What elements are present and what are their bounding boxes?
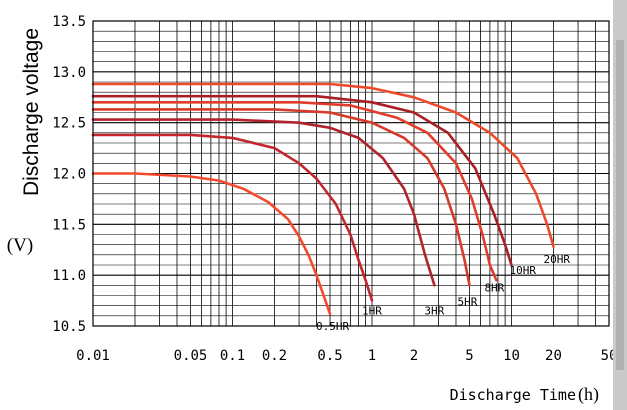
- y-axis-unit: (V): [7, 235, 33, 256]
- series-line: [91, 133, 374, 302]
- y-axis-title: Discharge voltage: [20, 28, 43, 196]
- series-label: 10HR: [509, 264, 536, 277]
- series-label: 5HR: [458, 296, 478, 309]
- y-tick-label: 12.0: [52, 167, 86, 183]
- x-tick-label: 0.5: [317, 348, 342, 364]
- vertical-scrollbar[interactable]: [613, 0, 627, 410]
- y-tick-label: 11.0: [52, 268, 86, 284]
- y-tick-label: 13.0: [52, 65, 86, 81]
- x-axis-title: Discharge Time: [450, 386, 576, 404]
- series-label: 3HR: [424, 305, 444, 318]
- series-label: 1HR: [362, 305, 382, 318]
- chart-series: [91, 82, 555, 316]
- x-tick-label: 2: [410, 348, 418, 364]
- x-axis-unit: (h): [578, 384, 599, 405]
- scrollbar-thumb[interactable]: [616, 40, 624, 370]
- x-tick-label: 0.2: [262, 348, 287, 364]
- series-line: [91, 101, 498, 282]
- x-tick-label: 0.05: [174, 348, 208, 364]
- chart-grid: [92, 20, 610, 327]
- y-tick-label: 11.5: [52, 217, 86, 233]
- x-tick-label: 0.01: [76, 348, 110, 364]
- y-tick-label: 10.5: [52, 319, 86, 335]
- y-tick-label: 13.5: [52, 14, 86, 30]
- series-line: [91, 94, 513, 267]
- x-tick-label: 50: [601, 348, 613, 364]
- plot-frame: [92, 20, 610, 327]
- y-tick-label: 12.5: [52, 116, 86, 132]
- series-label: 8HR: [484, 281, 504, 294]
- series-line: [91, 108, 471, 287]
- x-tick-label: 20: [545, 348, 562, 364]
- series-label: 20HR: [543, 253, 570, 266]
- x-tick-label: 5: [465, 348, 473, 364]
- x-tick-label: 0.1: [220, 348, 245, 364]
- series-line: [91, 172, 332, 316]
- x-tick-label: 10: [503, 348, 520, 364]
- series-line: [91, 118, 436, 287]
- series-line: [91, 82, 555, 248]
- x-tick-label: 1: [368, 348, 376, 364]
